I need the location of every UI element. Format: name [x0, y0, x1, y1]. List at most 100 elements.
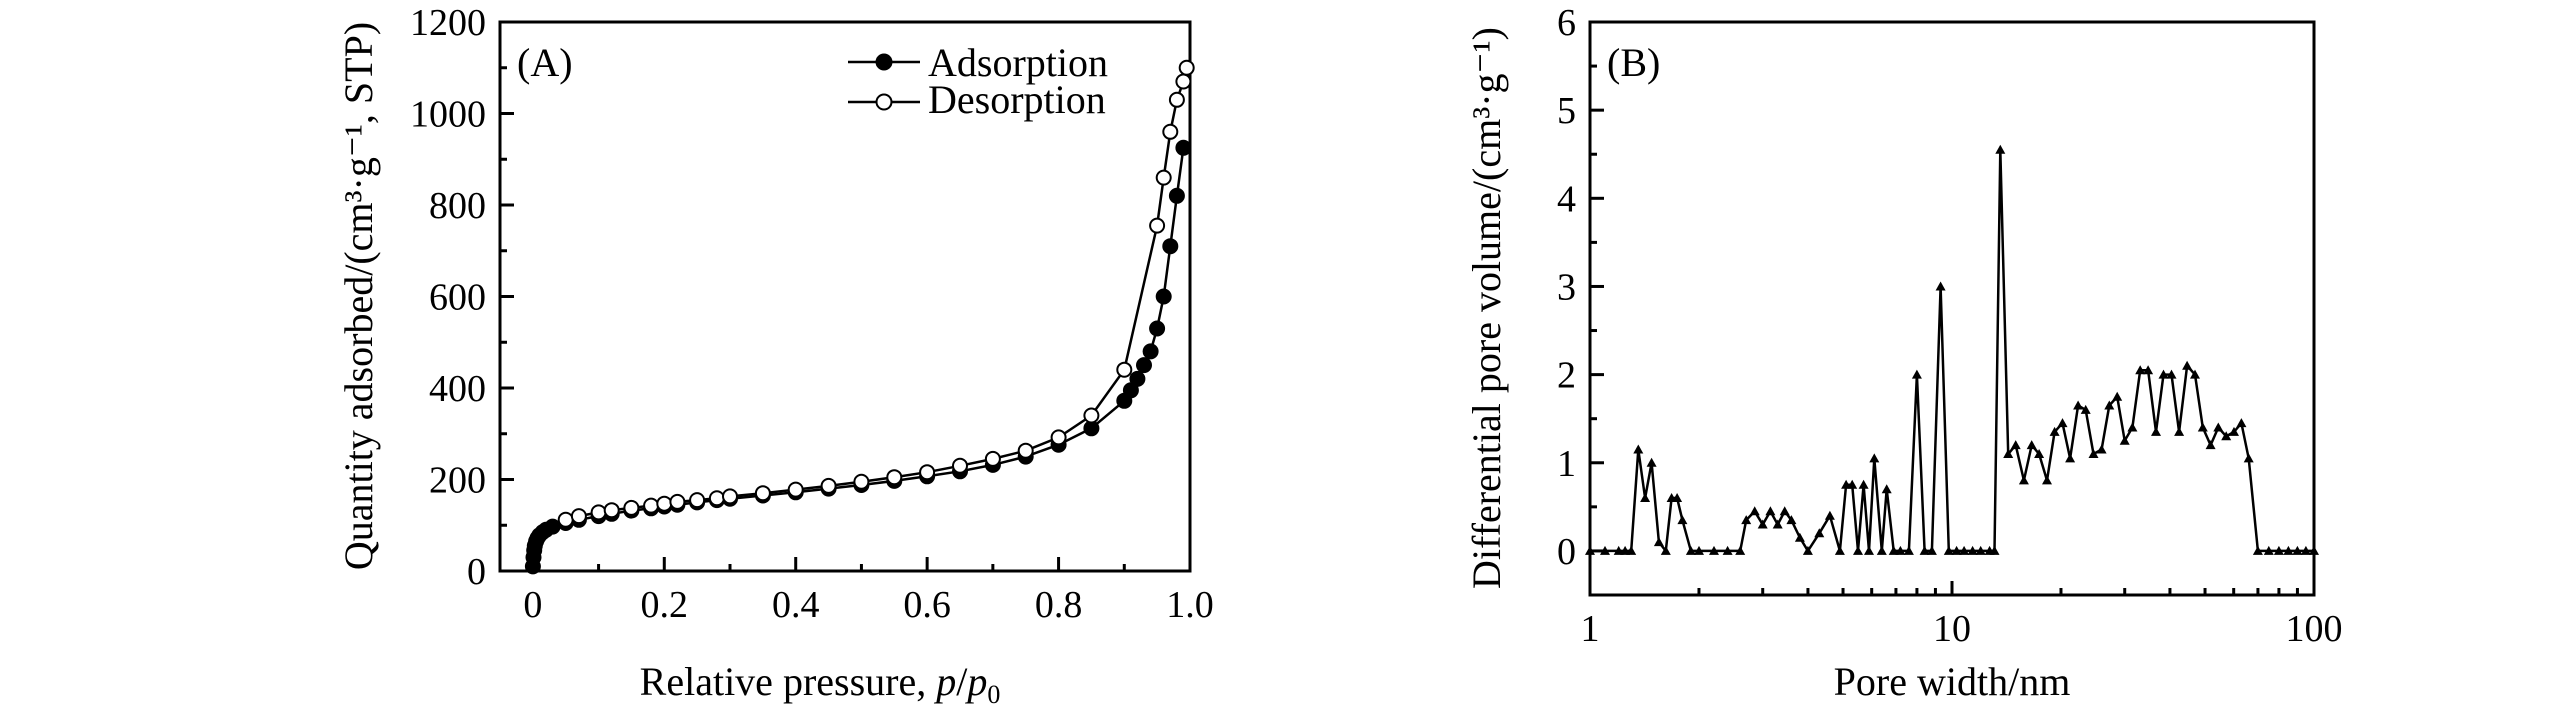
x-title-slash: /: [956, 659, 968, 704]
desorption-point: [1116, 361, 1133, 378]
desorption-point: [643, 497, 660, 514]
adsorption-point: [544, 518, 561, 535]
desorption-point: [689, 492, 706, 509]
desorption-point: [754, 485, 771, 502]
desorption-point: [886, 469, 903, 486]
psd-point: [1585, 545, 1595, 555]
psd-point: [1685, 545, 1696, 555]
psd-point: [1741, 515, 1752, 525]
psd-point: [2292, 545, 2303, 555]
legend-desorption-label: Desorption: [928, 77, 1106, 122]
psd-point: [1869, 453, 1880, 463]
psd-point: [2182, 360, 2193, 370]
desorption-point: [603, 502, 620, 519]
panel-a-x-tick-label: 1.0: [1166, 584, 1214, 626]
panel-b-y-tick-label: 1: [1557, 443, 1576, 485]
desorption-point: [1178, 59, 1195, 76]
desorption-point: [557, 511, 574, 528]
psd-point: [2252, 545, 2263, 555]
psd-point: [2135, 365, 2146, 375]
panel-b-y-tick-label: 3: [1557, 266, 1576, 308]
x-title-italic-p: p: [933, 659, 956, 704]
psd-point: [1672, 493, 1683, 502]
psd-point: [2236, 418, 2247, 428]
psd-point: [1881, 484, 1892, 494]
psd-point: [2263, 545, 2274, 555]
desorption-point: [919, 464, 936, 481]
psd-point: [1853, 545, 1863, 555]
psd-point: [1794, 532, 1805, 542]
psd-point: [1858, 479, 1869, 489]
panel-a-y-tick-label: 600: [429, 277, 486, 319]
psd-point: [1653, 537, 1664, 547]
desorption-point: [787, 481, 804, 498]
legend-desorption-marker: [875, 93, 893, 111]
legend-adsorption-marker: [875, 53, 893, 71]
panel-a-label: (A): [517, 40, 573, 85]
desorption-point: [853, 473, 870, 490]
psd-point: [1722, 545, 1733, 555]
desorption-point: [820, 477, 837, 494]
psd-point: [1903, 545, 1914, 555]
psd-point: [1911, 369, 1922, 379]
psd-point: [2158, 369, 2169, 379]
psd-point: [1626, 545, 1637, 555]
panel-a-y-tick-label: 800: [429, 185, 486, 227]
desorption-point: [656, 495, 673, 512]
psd-point: [1735, 545, 1746, 555]
desorption-point: [1083, 407, 1100, 424]
adsorption-point: [1136, 357, 1152, 374]
panel-b-y-tick-label: 4: [1557, 178, 1576, 220]
psd-point: [2057, 418, 2068, 428]
panel-a-chart: 0 0.2 0.4 0.6 0.8 1.0 0 200 400 600 800 1000 1200 (…: [336, 2, 1214, 709]
desorption-point: [1149, 217, 1166, 234]
psd-series-line: [1590, 149, 2314, 555]
panel-a-x-tick-labels: 0 0.2 0.4 0.6 0.8 1.0: [523, 584, 1213, 626]
desorption-point: [1050, 429, 1067, 446]
panel-a-y-axis-title: Quantity adsorbed/(cm³·g⁻¹, STP): [336, 22, 381, 570]
psd-point: [1757, 519, 1768, 529]
psd-point: [2273, 545, 2284, 555]
psd-point: [2300, 545, 2311, 555]
psd-point: [1694, 545, 1704, 555]
psd-point: [2042, 475, 2052, 485]
psd-point: [2205, 440, 2216, 450]
panel-a-y-tick-label: 200: [429, 460, 486, 502]
panel-a-y-tick-label: 400: [429, 368, 486, 410]
psd-point: [1951, 545, 1962, 555]
psd-point: [2119, 435, 2130, 445]
x-title-text: Relative pressure,: [640, 659, 937, 704]
psd-point: [1989, 545, 2000, 555]
psd-point: [2243, 453, 2254, 463]
psd-point: [1677, 515, 1688, 525]
psd-point: [2127, 422, 2138, 432]
panel-a-y-tick-label: 1200: [410, 2, 486, 44]
x-title-italic-p0: p: [964, 659, 987, 704]
psd-point: [2174, 426, 2185, 436]
psd-point: [2309, 545, 2319, 555]
desorption-point: [623, 499, 640, 516]
psd-point: [1786, 515, 1797, 525]
legend-adsorption-label: Adsorption: [928, 40, 1108, 85]
psd-point: [2221, 431, 2232, 441]
panel-b-series: [1585, 144, 2319, 555]
psd-point: [2213, 422, 2224, 432]
panel-b-label: (B): [1607, 40, 1660, 85]
panel-a-y-tick-label: 1000: [410, 94, 486, 136]
panel-b-x-tick-labels: 1 10 100: [1581, 608, 2343, 650]
adsorption-point: [1142, 343, 1159, 360]
psd-point: [2049, 426, 2060, 436]
adsorption-point: [1175, 139, 1192, 156]
panel-a-legend: Adsorption Desorption: [848, 40, 1108, 122]
desorption-point: [722, 488, 738, 505]
adsorption-point: [1149, 320, 1166, 337]
psd-point: [2197, 422, 2208, 432]
psd-point: [2073, 400, 2084, 410]
psd-point: [2283, 545, 2294, 555]
psd-point: [1847, 479, 1858, 489]
psd-point: [1765, 506, 1776, 516]
adsorption-point: [1168, 187, 1185, 204]
psd-point: [1814, 528, 1825, 538]
x-title-subscript: 0: [987, 680, 1000, 709]
